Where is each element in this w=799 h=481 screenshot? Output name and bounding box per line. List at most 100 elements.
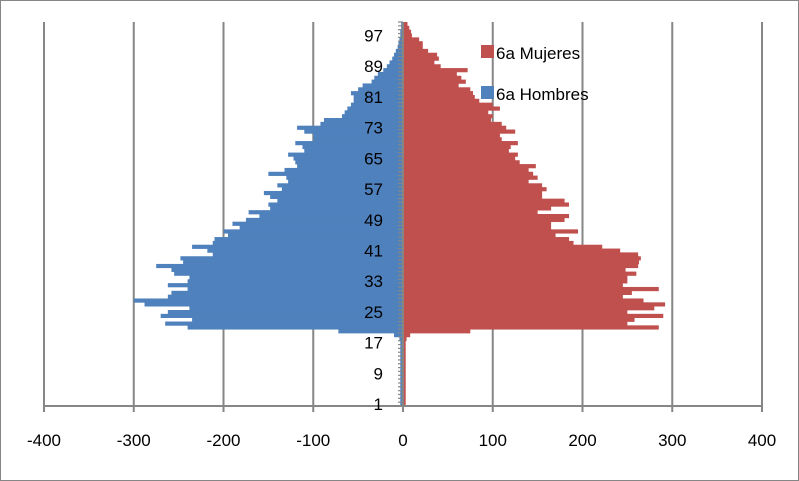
bar-mujeres-age-97: [403, 33, 412, 38]
bar-hombres-age-92: [394, 52, 403, 57]
bar-hombres-age-23: [192, 317, 403, 322]
bar-mujeres-age-99: [403, 25, 410, 31]
bar-hombres-age-57: [281, 187, 403, 192]
bar-mujeres-age-31: [403, 286, 659, 292]
y-tick-label: 17: [364, 334, 383, 353]
bar-mujeres-age-91: [403, 56, 439, 61]
bar-mujeres-age-77: [403, 110, 489, 115]
bar-hombres-age-16: [400, 344, 403, 349]
bar-hombres-age-32: [167, 283, 403, 288]
bar-hombres-age-58: [277, 183, 403, 188]
bar-mujeres-age-16: [403, 344, 406, 349]
bar-mujeres-age-70: [403, 137, 502, 142]
bar-mujeres-age-14: [403, 352, 406, 357]
bar-hombres-age-20: [338, 329, 403, 334]
bar-mujeres-age-78: [403, 106, 500, 111]
bar-hombres-age-70: [313, 137, 403, 142]
bar-mujeres-age-10: [403, 367, 406, 372]
bar-mujeres-age-5: [403, 386, 406, 391]
x-tick-label: -300: [117, 431, 151, 450]
bar-mujeres-age-58: [403, 183, 543, 188]
bar-mujeres-age-67: [403, 148, 509, 153]
bar-hombres-age-4: [400, 390, 403, 395]
bar-hombres-age-1: [400, 402, 403, 407]
bar-mujeres-age-19: [403, 333, 411, 338]
bar-hombres-age-83: [358, 87, 403, 92]
bar-mujeres-age-23: [403, 317, 635, 322]
bar-mujeres-age-9: [403, 371, 406, 376]
bar-hombres-age-10: [400, 367, 403, 372]
bar-mujeres-age-2: [403, 398, 406, 403]
legend-swatch-hombres: [481, 86, 494, 99]
bar-hombres-age-78: [347, 106, 403, 111]
bar-mujeres-age-55: [403, 194, 543, 199]
y-tick-label: 9: [374, 364, 383, 383]
bar-mujeres-age-66: [403, 152, 518, 157]
x-tick-label: 0: [398, 431, 407, 450]
bar-hombres-age-45: [227, 233, 403, 238]
bar-hombres-age-65: [293, 156, 403, 161]
bar-hombres-age-38: [183, 260, 403, 265]
y-tick-label: 1: [374, 395, 383, 414]
bar-mujeres-age-89: [403, 64, 441, 69]
y-tick-label: 25: [364, 303, 383, 322]
bar-mujeres-age-62: [403, 167, 529, 173]
bar-mujeres-age-73: [403, 125, 507, 130]
bar-mujeres-age-35: [403, 271, 637, 276]
bar-hombres-age-27: [144, 302, 403, 307]
bar-mujeres-age-86: [403, 75, 462, 80]
bar-mujeres-age-59: [403, 179, 529, 184]
bar-mujeres-age-32: [403, 283, 623, 288]
bar-mujeres-age-83: [403, 87, 471, 92]
bar-mujeres-age-96: [403, 37, 420, 42]
bar-mujeres-age-47: [403, 225, 552, 230]
bar-mujeres-age-98: [403, 29, 412, 34]
bar-mujeres-age-54: [403, 198, 565, 203]
bar-hombres-age-84: [362, 83, 403, 88]
bar-mujeres-age-92: [403, 52, 438, 57]
axes: -400 -300 -200 -100 0 100 200 300 400 1 9 17 25 33 41 4…: [27, 21, 776, 450]
bar-hombres-age-34: [189, 275, 403, 280]
bar-mujeres-age-38: [403, 260, 640, 265]
bar-hombres-age-9: [400, 371, 403, 376]
bar-mujeres-age-76: [403, 114, 493, 119]
bar-mujeres-age-20: [403, 329, 471, 334]
bar-mujeres-age-46: [403, 229, 579, 234]
bar-hombres-age-96: [399, 37, 403, 42]
bar-mujeres-age-51: [403, 210, 538, 215]
bar-hombres-age-30: [171, 290, 403, 295]
bar-mujeres-age-24: [403, 313, 664, 319]
x-tick-label: 300: [658, 431, 686, 450]
y-tick-label: 73: [364, 119, 383, 138]
bar-hombres-age-95: [398, 41, 403, 46]
bar-mujeres-age-1: [403, 402, 406, 407]
bar-hombres-age-31: [187, 286, 403, 292]
bar-hombres-age-88: [383, 68, 403, 73]
bar-hombres-age-94: [397, 45, 403, 50]
bar-hombres-age-82: [350, 91, 403, 96]
y-tick-label: 49: [364, 211, 383, 230]
bar-hombres-age-67: [304, 148, 403, 153]
bar-hombres-age-5: [400, 386, 403, 391]
y-tick-label: 65: [364, 149, 383, 168]
bar-mujeres-age-3: [403, 394, 406, 399]
bar-hombres-age-42: [192, 244, 403, 249]
bar-hombres-age-73: [297, 125, 403, 130]
bar-hombres-age-97: [400, 33, 403, 38]
bar-mujeres-age-50: [403, 214, 570, 219]
bar-mujeres-age-36: [403, 267, 626, 272]
bar-mujeres-age-61: [403, 171, 534, 176]
bar-hombres-age-18: [399, 336, 403, 342]
bar-hombres-age-68: [302, 144, 403, 150]
x-tick-label: 100: [479, 431, 507, 450]
bar-mujeres-age-41: [403, 248, 621, 253]
bar-mujeres-age-45: [403, 233, 556, 238]
bar-mujeres-age-82: [403, 91, 474, 96]
y-tick-label: 97: [364, 26, 383, 45]
bar-hombres-age-37: [156, 263, 403, 269]
bar-hombres-age-51: [248, 210, 403, 215]
bar-hombres-age-35: [174, 271, 403, 276]
bar-hombres-age-87: [377, 71, 403, 77]
bar-hombres-age-26: [189, 306, 403, 311]
